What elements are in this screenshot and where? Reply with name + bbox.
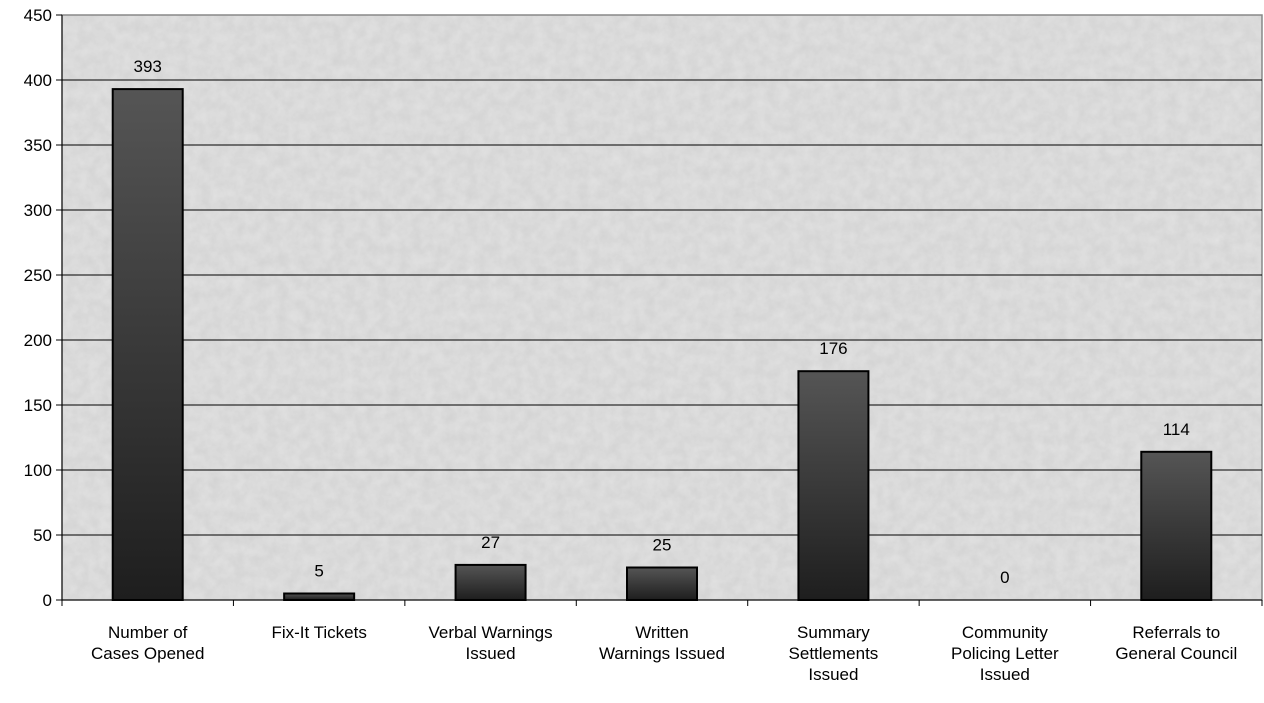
data-label: 176 bbox=[819, 339, 847, 358]
y-tick-label: 150 bbox=[24, 396, 52, 415]
x-tick-label: Written Warnings Issued bbox=[599, 623, 725, 663]
bar bbox=[111, 88, 184, 601]
bar bbox=[626, 566, 698, 601]
bar bbox=[283, 592, 356, 601]
data-label: 0 bbox=[1000, 568, 1009, 587]
data-label: 393 bbox=[134, 57, 162, 76]
y-tick-label: 250 bbox=[24, 266, 52, 285]
y-tick-label: 350 bbox=[24, 136, 52, 155]
y-tick-label: 100 bbox=[24, 461, 52, 480]
y-tick-label: 450 bbox=[24, 6, 52, 25]
x-tick-label: Fix-It Tickets bbox=[271, 623, 366, 642]
bar bbox=[1140, 450, 1213, 601]
data-label: 25 bbox=[653, 536, 672, 555]
data-label: 27 bbox=[481, 533, 500, 552]
bar bbox=[454, 563, 527, 602]
x-tick-label: Verbal Warnings Issued bbox=[429, 623, 553, 663]
y-tick-label: 400 bbox=[24, 71, 52, 90]
y-tick-label: 0 bbox=[43, 591, 52, 610]
data-label: 5 bbox=[314, 562, 323, 581]
y-tick-label: 300 bbox=[24, 201, 52, 220]
x-tick-label: Community Policing Letter Issued bbox=[951, 623, 1059, 684]
x-tick-label: Number of Cases Opened bbox=[91, 623, 204, 663]
plot-area bbox=[62, 15, 1262, 600]
y-tick-label: 50 bbox=[33, 526, 52, 545]
data-label: 114 bbox=[1163, 420, 1190, 439]
bar bbox=[797, 370, 870, 602]
y-tick-label: 200 bbox=[24, 331, 52, 350]
x-tick-label: Summary Settlements Issued bbox=[789, 623, 879, 684]
x-tick-label: Referrals to General Council bbox=[1115, 623, 1237, 663]
